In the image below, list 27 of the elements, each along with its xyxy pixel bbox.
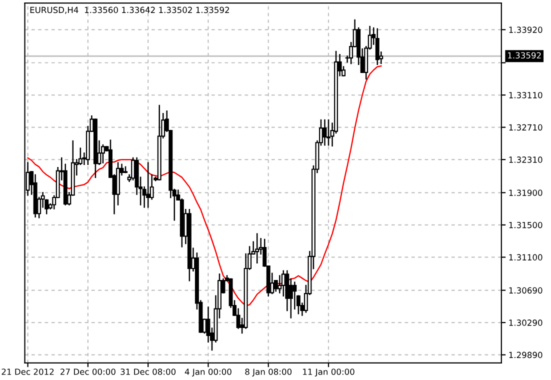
candlestick bbox=[100, 144, 105, 164]
y-tick-label: 1.30690 bbox=[509, 287, 542, 294]
x-tick-label: 4 Jan 00:00 bbox=[184, 368, 232, 376]
y-tick-label: 1.31500 bbox=[509, 222, 542, 228]
candlestick bbox=[146, 162, 150, 208]
y-tick-label: 1.32710 bbox=[509, 124, 542, 131]
candlestick bbox=[281, 270, 286, 297]
x-tick-label: 8 Jan 08:00 bbox=[245, 368, 292, 376]
y-tick-label: 1.29890 bbox=[509, 352, 542, 358]
y-tick-label: 1.33110 bbox=[509, 92, 542, 98]
ref-line-label: 1.33592 bbox=[508, 52, 541, 59]
line-series bbox=[27, 65, 382, 306]
x-tick-label: 31 Dec 08:00 bbox=[120, 368, 176, 375]
candlestick bbox=[255, 233, 260, 264]
y-tick-label: 1.33920 bbox=[509, 26, 542, 33]
chart-title: EURUSD,H4 1.33560 1.33642 1.33502 1.33592 bbox=[30, 6, 229, 14]
candlestick bbox=[322, 119, 327, 146]
y-tick-label: 1.30290 bbox=[509, 320, 542, 326]
candlestick bbox=[375, 28, 380, 65]
x-tick-label: 21 Dec 2012 bbox=[2, 368, 54, 375]
candlestick bbox=[326, 119, 330, 146]
y-tick-label: 1.31100 bbox=[509, 254, 542, 260]
candlestick bbox=[292, 282, 297, 310]
y-tick-label: 1.31900 bbox=[509, 190, 542, 196]
x-tick-label: 27 Dec 00:00 bbox=[60, 368, 116, 375]
x-tick-label: 11 Jan 00:00 bbox=[303, 368, 354, 376]
y-tick-label: 1.32310 bbox=[509, 156, 542, 163]
